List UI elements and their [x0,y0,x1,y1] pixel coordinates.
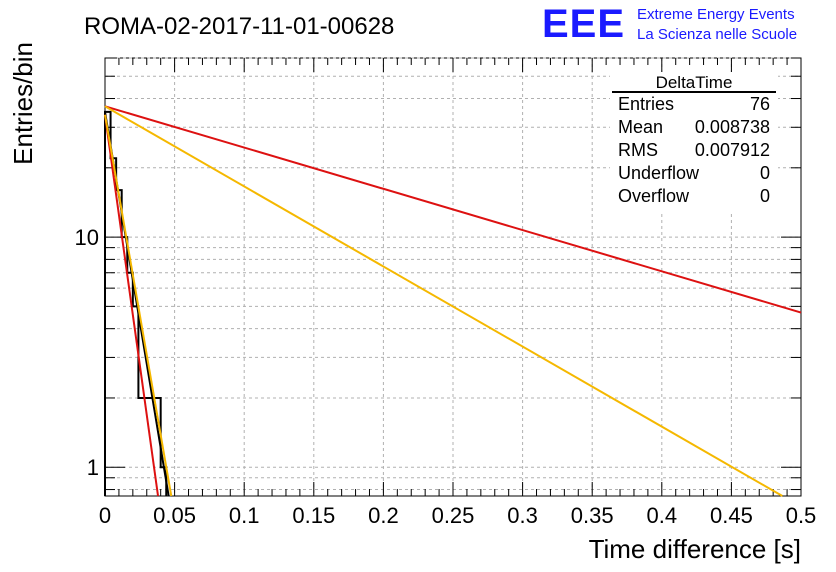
fit-curve [104,105,783,497]
x-tick-label: 0.05 [153,503,196,528]
x-tick-label: 0.2 [368,503,399,528]
stats-row-label: Entries [618,94,674,114]
x-tick-labels: 0 0.05 0.1 0.15 0.2 0.25 0.3 0.35 0.4 0.45 0.5 [99,503,816,528]
logo-line-2: La Scienza nelle Scuole [637,26,797,43]
x-tick-label: 0.45 [710,503,753,528]
x-tick-label: 0.4 [647,503,678,528]
x-tick-label: 0.15 [292,503,335,528]
y-tick-label: 10 [75,225,99,250]
y-tick-label: 1 [87,455,99,480]
fit-curve [104,105,802,314]
x-tick-label: 0.3 [507,503,538,528]
fit-curve [104,114,173,497]
stats-row-value: 0 [760,186,770,206]
stats-box-title: DeltaTime [656,73,733,92]
grid-lines [105,57,801,496]
logo-line-1: Extreme Energy Events [637,6,795,23]
histogram-bin [138,398,144,496]
stats-box-bg [610,72,778,212]
histogram-bin [111,158,117,496]
stats-row-label: RMS [618,140,658,160]
x-tick-label: 0.1 [229,503,260,528]
x-tick-label: 0.35 [571,503,614,528]
y-tick-labels: 1 10 [75,225,99,480]
fit-curve [104,114,160,497]
x-tick-label: 0 [99,503,111,528]
y-axis-label: Entries/bin [8,42,38,165]
eee-logo-mark: EEE [542,2,625,46]
stats-row-value: 76 [750,94,770,114]
x-tick-label: 0.5 [786,503,817,528]
stats-row-label: Overflow [618,186,690,206]
fit-curves [104,105,802,497]
stats-row-value: 0.008738 [695,117,770,137]
stats-row-label: Underflow [618,163,700,183]
stats-row-label: Mean [618,117,663,137]
stats-row-value: 0 [760,163,770,183]
chart-title: ROMA-02-2017-11-01-00628 [84,13,394,40]
x-tick-label: 0.25 [432,503,475,528]
stats-box: DeltaTime Entries 76 Mean 0.008738 RMS 0.0079… [610,72,778,212]
x-axis-label: Time difference [s] [589,534,801,564]
stats-row-value: 0.007912 [695,140,770,160]
stats-box-rows: Entries 76 Mean 0.008738 RMS 0.007912 Underflo… [618,94,770,206]
